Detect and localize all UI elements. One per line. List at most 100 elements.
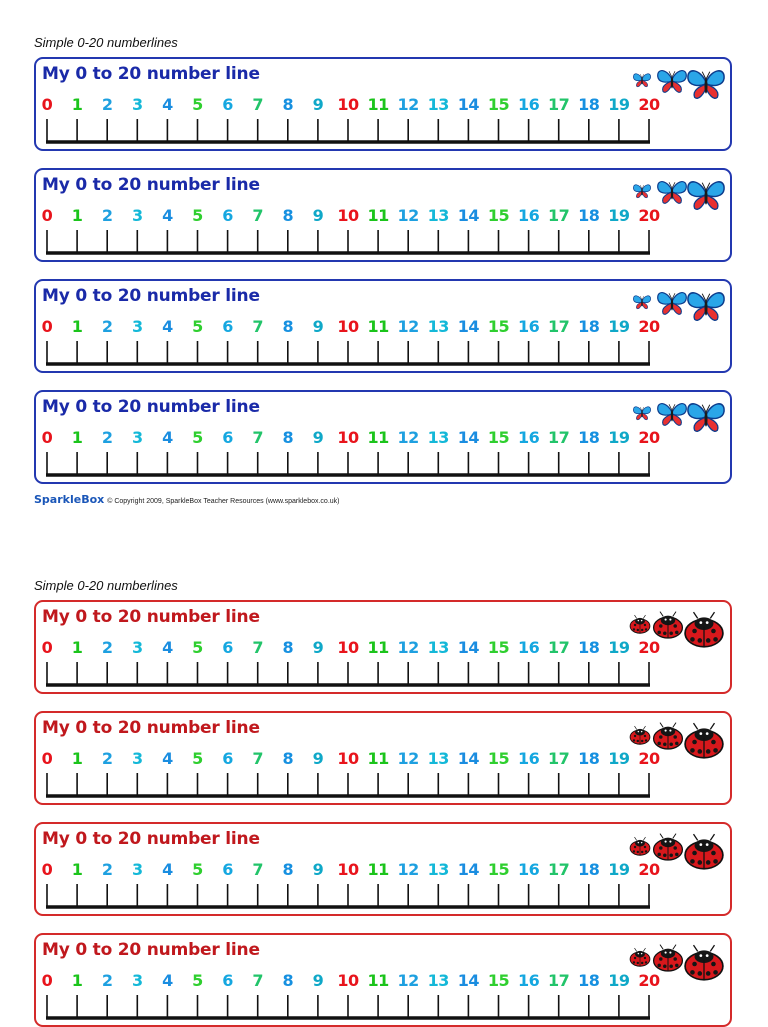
tick-label: 7 [252,749,263,768]
tick-label: 2 [101,206,113,225]
tick-label: 5 [192,860,203,879]
tick-label: 7 [252,317,263,336]
tick-label: 6 [222,749,233,768]
tick-label: 19 [608,638,630,657]
tick-label: 18 [578,206,600,225]
tick-label: 14 [457,860,480,879]
tick-label: 9 [312,206,324,225]
tick-label: 18 [578,638,600,657]
tick-label: 10 [337,95,359,114]
tick-label: 17 [548,428,570,447]
tick-label: 12 [397,971,420,990]
tick-label: 18 [578,428,600,447]
ladybird-icon [629,947,651,967]
decor-group [633,292,725,321]
tick-label: 6 [222,206,233,225]
ladybird-icon [629,725,651,745]
tick-label: 4 [162,860,173,879]
tick-label: 14 [457,95,480,114]
tick-label: 13 [427,206,450,225]
tick-label: 5 [192,428,203,447]
tick-label: 17 [548,95,570,114]
tick-label: 15 [487,317,510,336]
tick-label: 9 [312,860,324,879]
tick-label: 13 [427,95,450,114]
section-caption: Simple 0-20 numberlines [34,578,178,593]
tick-label: 13 [427,749,450,768]
tick-label: 7 [252,95,263,114]
tick-label: 14 [457,317,480,336]
tick-label: 11 [367,638,389,657]
tick-label: 10 [337,317,359,336]
tick-label: 1 [71,638,83,657]
butterfly-icon [657,181,687,204]
tick-label: 1 [71,860,83,879]
number-line-ruler [46,773,650,798]
sparklebox-logo: SparkleBox [34,493,105,506]
butterfly-icon [687,403,725,432]
butterfly-icon [657,403,687,426]
tick-label: 12 [397,317,420,336]
tick-label: 9 [312,749,324,768]
tick-label: 10 [337,749,359,768]
tick-label: 1 [71,971,83,990]
tick-label: 16 [517,95,540,114]
tick-label: 11 [367,317,389,336]
strip-title: My 0 to 20 number line [42,64,260,84]
number-line-ruler [46,230,650,255]
butterfly-icon [657,292,687,315]
tick-label: 2 [101,317,113,336]
strip-title: My 0 to 20 number line [42,829,260,849]
tick-label: 15 [487,749,510,768]
tick-label: 5 [192,638,203,657]
strip-title: My 0 to 20 number line [42,940,260,960]
tick-label: 0 [41,860,53,879]
tick-label: 16 [517,860,540,879]
tick-label: 4 [162,971,173,990]
decor-group [633,403,725,432]
tick-label: 13 [427,971,450,990]
tick-label: 12 [397,206,420,225]
tick-label: 1 [71,749,83,768]
tick-label: 11 [367,749,389,768]
tick-label: 4 [162,749,173,768]
tick-label: 4 [162,428,173,447]
tick-label: 16 [517,428,540,447]
tick-label: 10 [337,206,359,225]
tick-label: 8 [282,317,294,336]
butterfly-icon [657,70,687,93]
tick-label: 0 [41,638,53,657]
tick-label: 15 [487,860,510,879]
tick-label: 18 [578,95,600,114]
tick-label: 2 [101,428,113,447]
tick-label: 20 [638,638,660,657]
number-line-strip: My 0 to 20 number line 0 1 2 3 4 5 6 7 8 9 10 11 12 13… [34,279,732,373]
tick-label: 12 [397,638,420,657]
tick-label: 7 [252,206,263,225]
tick-label: 16 [517,206,540,225]
tick-label: 20 [638,95,660,114]
strip-title: My 0 to 20 number line [42,607,260,627]
tick-label: 15 [487,95,510,114]
tick-label: 3 [131,971,143,990]
tick-label: 12 [397,860,420,879]
butterfly-icon [633,406,651,421]
butterfly-icon [633,184,651,199]
number-line-strip: My 0 to 20 number line 0 1 2 3 4 5 6 7 8 9 10 11 12 13… [34,822,732,916]
tick-label: 17 [548,638,570,657]
number-line-strip: My 0 to 20 number line 0 1 2 3 4 5 6 7 8 9 10 11 12 13… [34,168,732,262]
tick-label: 15 [487,971,510,990]
tick-label: 4 [162,95,173,114]
tick-label: 16 [517,971,540,990]
tick-label: 16 [517,749,540,768]
tick-label: 0 [41,428,53,447]
tick-label: 10 [337,971,359,990]
tick-label: 17 [548,860,570,879]
ladybird-icon [684,722,724,759]
tick-label: 20 [638,971,660,990]
tick-label: 10 [337,638,359,657]
number-line-ruler [46,995,650,1020]
tick-label: 10 [337,428,359,447]
tick-label: 2 [101,95,113,114]
butterfly-icon [687,292,725,321]
